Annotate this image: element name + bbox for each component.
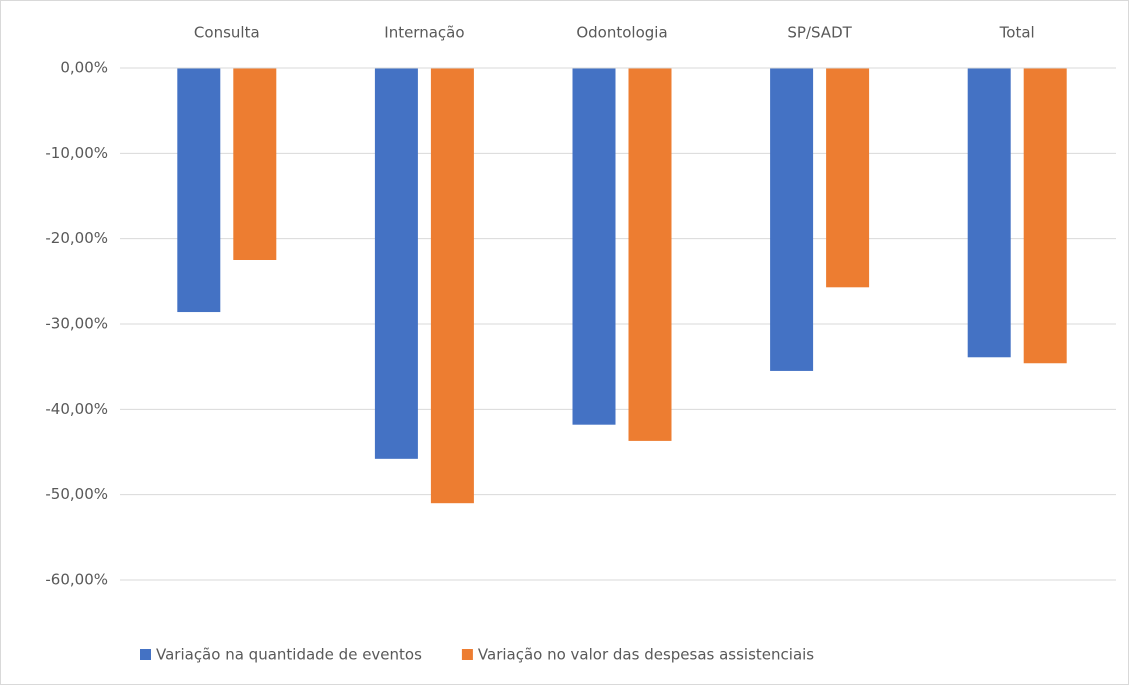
- x-tick-label: Total: [999, 24, 1035, 42]
- legend-label: Variação no valor das despesas assistenc…: [478, 646, 814, 664]
- legend-label: Variação na quantidade de eventos: [156, 646, 422, 664]
- bar: [430, 68, 474, 504]
- x-tick-label: Consulta: [194, 24, 260, 42]
- legend-swatch: [461, 649, 473, 660]
- y-tick-label: -10,00%: [45, 144, 108, 162]
- bar: [572, 68, 616, 425]
- bar: [374, 68, 418, 459]
- bar: [770, 68, 814, 371]
- y-tick-label: 0,00%: [60, 59, 108, 77]
- bar: [628, 68, 672, 441]
- legend-swatch: [140, 649, 151, 660]
- bar: [826, 68, 870, 288]
- y-tick-label: -50,00%: [45, 485, 108, 503]
- y-tick-label: -20,00%: [45, 229, 108, 247]
- bar: [1023, 68, 1067, 364]
- x-tick-label: Internação: [384, 24, 464, 42]
- bar: [233, 68, 277, 260]
- y-tick-label: -40,00%: [45, 400, 108, 418]
- bar: [177, 68, 221, 313]
- bar: [967, 68, 1011, 358]
- y-tick-label: -30,00%: [45, 315, 108, 333]
- y-tick-label: -60,00%: [45, 571, 108, 589]
- x-tick-label: Odontologia: [576, 24, 667, 42]
- x-tick-label: SP/SADT: [787, 24, 852, 42]
